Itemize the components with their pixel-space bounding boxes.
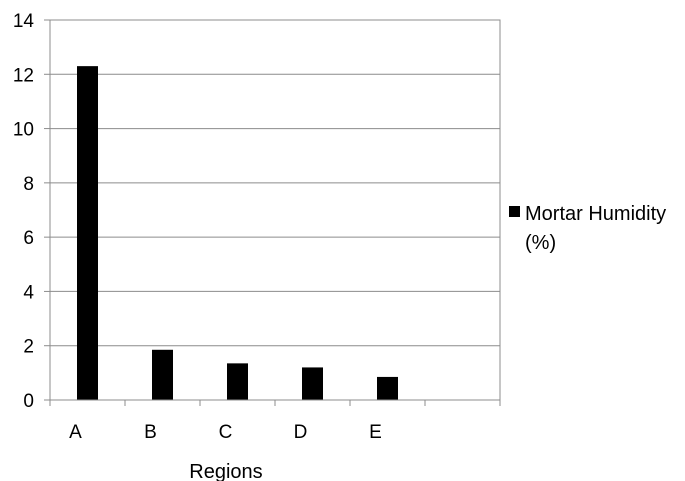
y-tick-label: 6 bbox=[23, 228, 34, 249]
y-tick-label: 12 bbox=[13, 65, 34, 86]
bar-a bbox=[77, 66, 98, 401]
legend: Mortar Humidity (%) bbox=[509, 203, 666, 254]
plot-area-frame bbox=[49, 19, 501, 401]
legend-swatch bbox=[509, 206, 520, 217]
x-tick-label: A bbox=[69, 422, 82, 443]
y-tick-label: 4 bbox=[23, 282, 34, 303]
x-tick-label: B bbox=[144, 422, 157, 443]
bar-c bbox=[227, 363, 248, 400]
y-tick-label: 2 bbox=[23, 337, 34, 358]
gridlines bbox=[44, 19, 501, 406]
x-axis-title: Regions bbox=[189, 461, 262, 481]
x-tick-labels: A B C D E bbox=[69, 422, 382, 443]
bars bbox=[77, 66, 398, 401]
bar-e bbox=[377, 376, 398, 400]
y-tick-label: 0 bbox=[23, 391, 34, 412]
y-tick-labels: 0 2 4 6 8 10 12 14 bbox=[13, 11, 35, 412]
legend-label-line-1: Mortar Humidity bbox=[525, 203, 666, 225]
y-tick-label: 14 bbox=[13, 11, 35, 32]
y-tick-label: 10 bbox=[13, 120, 34, 141]
legend-label-line-2: (%) bbox=[525, 232, 556, 254]
bar-d bbox=[302, 367, 323, 400]
x-tick-label: E bbox=[369, 422, 382, 443]
y-tick-label: 8 bbox=[23, 174, 34, 195]
x-tick-label: D bbox=[294, 422, 308, 443]
axes bbox=[49, 19, 501, 401]
x-tick-label: C bbox=[219, 422, 233, 443]
bar-b bbox=[152, 349, 173, 400]
